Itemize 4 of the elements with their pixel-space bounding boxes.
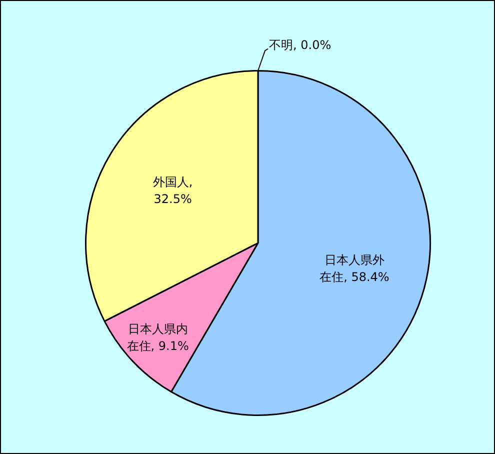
slice-label: 日本人県外在住, 58.4% [320, 253, 390, 284]
category-label: 不明, 0.0% [269, 38, 332, 52]
slice-label: 日本人県内在住, 9.1% [126, 322, 189, 353]
slice-label: 外国人, 32.5% [152, 174, 193, 206]
